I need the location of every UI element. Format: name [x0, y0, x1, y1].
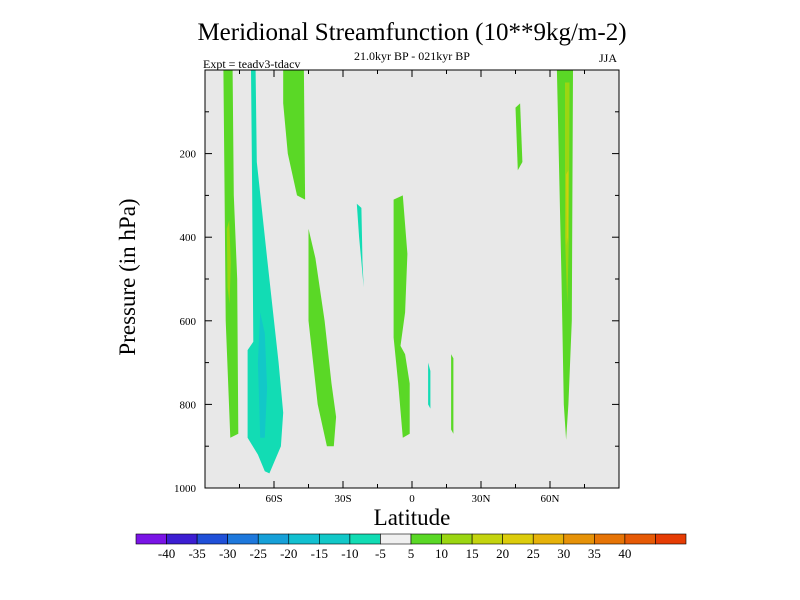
- region-sh-30-pos: [308, 228, 337, 447]
- colorbar-swatch: [288, 533, 320, 545]
- colorbar-label: 5: [408, 546, 415, 561]
- colorbar: -40 -35 -30 -25 -20 -15 -10 -5 5 10 15 20 25 30 35 40: [135, 533, 687, 561]
- axes: 60S 30S 0 30N 60N 200 400 600 800 1000: [174, 69, 620, 505]
- colorbar-label: -15: [311, 546, 328, 561]
- region-sh-70-core: [226, 220, 231, 305]
- colorbar-swatch: [502, 533, 534, 545]
- colorbar-swatch: [257, 533, 290, 545]
- colorbar-label: -25: [250, 546, 267, 561]
- plot-area: [205, 70, 619, 488]
- colorbar-label: 20: [496, 546, 509, 561]
- y-tick-label: 1000: [174, 483, 197, 495]
- colorbar-swatch: [624, 533, 656, 545]
- region-nh-pos: [515, 103, 523, 171]
- colorbar-swatch: [196, 533, 228, 545]
- chart-subtitle: 21.0kyr BP - 021kyr BP: [354, 49, 470, 63]
- region-sh-neg-cyan: [247, 70, 284, 474]
- colorbar-swatch: [380, 533, 412, 545]
- region-eq-neg-small: [428, 362, 431, 409]
- colorbar-label: -5: [375, 546, 386, 561]
- region-sh-neg-teal: [257, 312, 268, 438]
- experiment-label: Expt = teadv3-tdacv: [203, 57, 300, 71]
- colorbar-label: 15: [466, 546, 479, 561]
- colorbar-label: 25: [527, 546, 540, 561]
- x-axis-label: Latitude: [374, 505, 451, 530]
- colorbar-label: 10: [435, 546, 448, 561]
- chart-title: Meridional Streamfunction (10**9kg/m-2): [197, 19, 626, 46]
- colorbar-label: -20: [280, 546, 297, 561]
- region-eq-pos-small: [451, 354, 454, 434]
- y-tick-label: 600: [180, 316, 197, 328]
- region-sh-25-neg: [356, 203, 364, 288]
- region-nh-polar-peak: [566, 170, 569, 246]
- colorbar-swatch: [166, 533, 198, 545]
- y-axis-label: Pressure (in hPa): [115, 198, 140, 355]
- colorbar-swatch: [135, 533, 167, 545]
- colorbar-label: -40: [158, 546, 175, 561]
- region-sh-mid-pos: [283, 70, 306, 200]
- colorbar-swatch: [563, 533, 595, 545]
- x-tick-label: 30S: [334, 493, 351, 505]
- y-tick-label: 800: [180, 399, 197, 411]
- colorbar-label: 40: [618, 546, 631, 561]
- y-tick-label: 200: [180, 149, 197, 161]
- region-sh-70-pos: [223, 70, 239, 438]
- x-tick-label: 60N: [541, 493, 560, 505]
- colorbar-swatch: [349, 533, 381, 545]
- colorbar-swatch: [471, 533, 503, 545]
- colorbar-swatch: [227, 533, 259, 545]
- x-tick-label: 60S: [265, 493, 282, 505]
- colorbar-label: -30: [219, 546, 236, 561]
- colorbar-label: -10: [341, 546, 358, 561]
- colorbar-swatch: [532, 533, 565, 545]
- season-label: JJA: [599, 51, 617, 65]
- colorbar-swatch: [655, 533, 687, 545]
- x-tick-label: 0: [409, 493, 415, 505]
- colorbar-swatch: [441, 533, 473, 545]
- colorbar-swatch: [594, 533, 626, 545]
- colorbar-label: 35: [588, 546, 601, 561]
- colorbar-swatch: [319, 533, 351, 545]
- colorbar-swatch: [410, 533, 442, 545]
- y-tick-label: 400: [180, 232, 197, 244]
- x-tick-label: 30N: [472, 493, 491, 505]
- region-eq-pos: [393, 195, 410, 438]
- colorbar-label: -35: [188, 546, 205, 561]
- colorbar-label: 30: [557, 546, 570, 561]
